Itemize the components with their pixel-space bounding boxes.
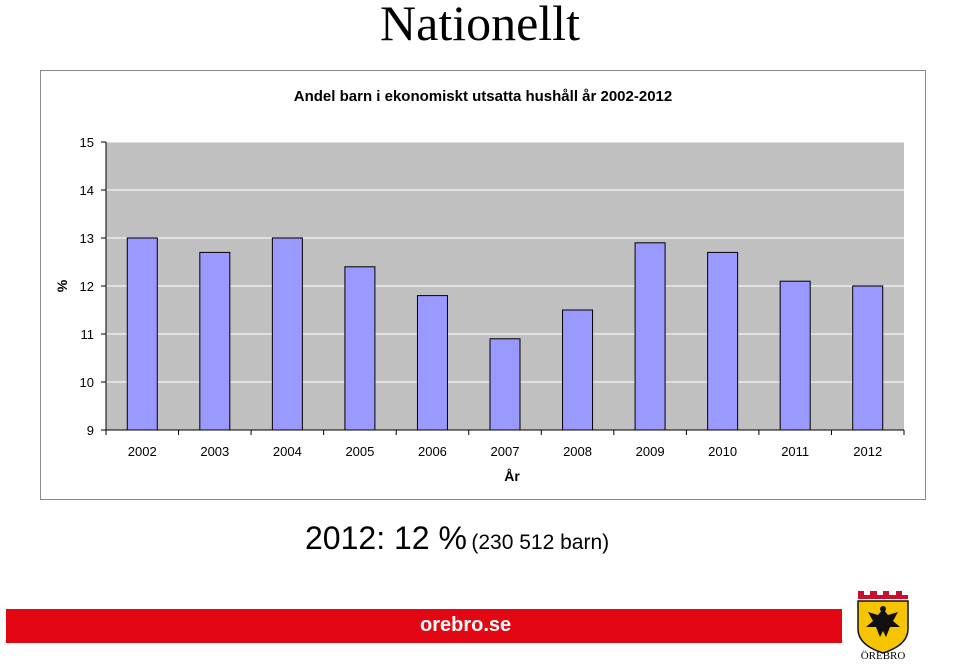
x-tick-label: 2007 bbox=[491, 444, 520, 459]
bar-2009 bbox=[634, 242, 666, 431]
bar-2002 bbox=[126, 237, 158, 431]
footer-site-link[interactable]: orebro.se bbox=[420, 614, 512, 636]
x-tick-label: 2004 bbox=[273, 444, 302, 459]
y-tick-label: 10 bbox=[80, 375, 94, 390]
y-tick-label: 15 bbox=[80, 135, 94, 150]
y-tick-label: 11 bbox=[81, 327, 95, 342]
x-tick-label: 2003 bbox=[200, 444, 229, 459]
x-tick-label: 2011 bbox=[781, 444, 809, 459]
y-tick-label: 12 bbox=[80, 279, 94, 294]
y-tick-label: 14 bbox=[80, 183, 94, 198]
bar-2006 bbox=[416, 295, 448, 431]
footer-band bbox=[6, 609, 842, 643]
bar-chart: 9 10 11 12 13 14 15 2002 2003 2004 2005 2006 2007 200… bbox=[54, 88, 905, 484]
bar-2007 bbox=[489, 338, 521, 431]
bar-2011 bbox=[779, 280, 811, 431]
slide-title: Nationellt bbox=[380, 0, 580, 51]
orebro-coat-of-arms-icon bbox=[857, 591, 909, 654]
chart-frame bbox=[40, 70, 926, 500]
y-tick-label: 13 bbox=[80, 231, 94, 246]
y-axis-label: % bbox=[54, 279, 70, 292]
logo-text: ÖREBRO bbox=[860, 650, 906, 662]
bar-2004 bbox=[271, 237, 303, 431]
x-tick-label: 2012 bbox=[853, 444, 882, 459]
x-tick-label: 2010 bbox=[708, 444, 737, 459]
bar-2008 bbox=[562, 309, 594, 431]
bar-2012 bbox=[852, 285, 884, 431]
x-tick-label: 2009 bbox=[636, 444, 665, 459]
summary-detail: (230 512 barn) bbox=[471, 531, 610, 554]
summary-main: 2012: 12 % bbox=[305, 520, 467, 556]
x-axis-label: År bbox=[504, 468, 520, 484]
summary: 2012: 12 % (230 512 barn) bbox=[305, 520, 609, 557]
x-tick-label: 2006 bbox=[418, 444, 447, 459]
bar-2003 bbox=[199, 251, 231, 431]
bar-2005 bbox=[344, 266, 376, 431]
x-tick-label: 2008 bbox=[563, 444, 592, 459]
bar-2010 bbox=[707, 251, 739, 431]
x-tick-label: 2002 bbox=[128, 444, 157, 459]
chart-title: Andel barn i ekonomiskt utsatta hushåll … bbox=[294, 88, 672, 105]
x-tick-label: 2005 bbox=[345, 444, 374, 459]
y-tick-label: 9 bbox=[87, 423, 94, 438]
